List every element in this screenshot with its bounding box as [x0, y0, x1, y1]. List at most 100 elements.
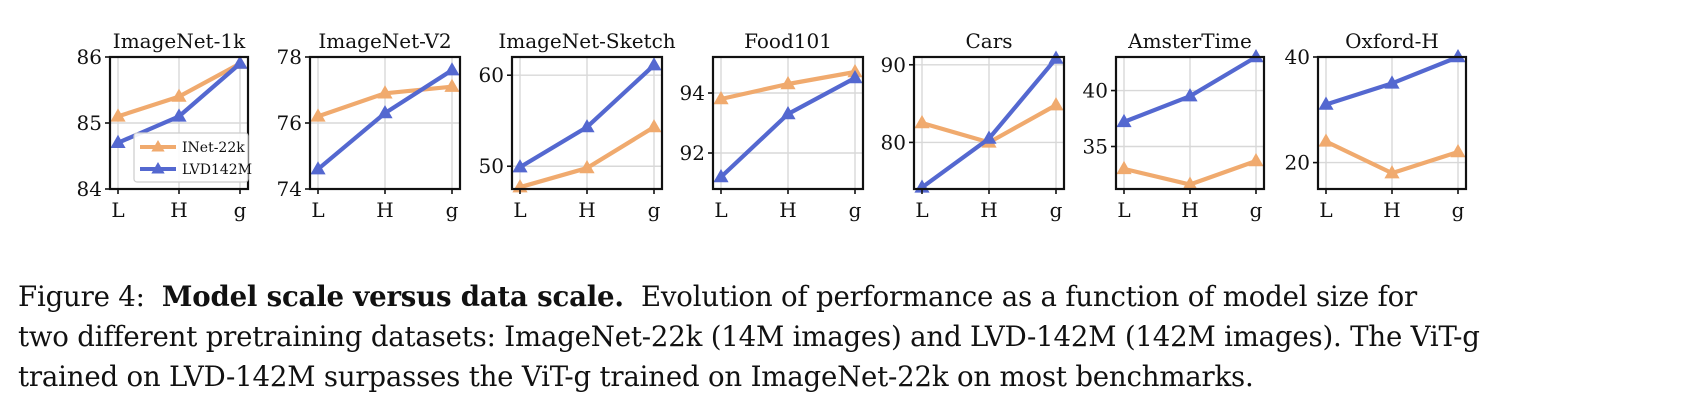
- y-tick-label: 80: [881, 130, 906, 154]
- chart-title: Food101: [744, 29, 832, 53]
- chart-title: ImageNet-Sketch: [498, 29, 675, 53]
- x-tick-label: g: [1050, 198, 1063, 222]
- data-point: [579, 119, 595, 133]
- data-point: [1450, 144, 1466, 158]
- data-point: [171, 88, 187, 102]
- chart-title: AmsterTime: [1127, 29, 1252, 53]
- data-point: [377, 85, 393, 99]
- chart-title: ImageNet-V2: [318, 29, 451, 53]
- x-tick-label: L: [1117, 198, 1130, 222]
- data-point: [110, 108, 126, 122]
- x-tick-label: H: [376, 198, 393, 222]
- figure-caption: Figure 4: Model scale versus data scale.…: [18, 277, 1688, 397]
- data-point: [1450, 49, 1466, 63]
- legend-label: LVD142M: [182, 162, 252, 178]
- y-tick-label: 84: [77, 177, 102, 201]
- y-tick-label: 94: [680, 81, 705, 105]
- data-point: [377, 105, 393, 119]
- data-point: [1384, 75, 1400, 89]
- data-point: [512, 159, 528, 173]
- legend-marker: [151, 162, 165, 174]
- data-point: [232, 55, 248, 69]
- data-point: [981, 130, 997, 144]
- legend: INet-22k LVD142M: [133, 132, 252, 183]
- y-tick-label: 76: [277, 111, 302, 135]
- data-point: [171, 108, 187, 122]
- data-point: [646, 57, 662, 71]
- x-tick-label: H: [779, 198, 796, 222]
- x-tick-label: L: [513, 198, 526, 222]
- chart-title: Cars: [965, 29, 1012, 53]
- y-tick-label: 74: [277, 177, 302, 201]
- caption-figure-label: Figure 4:: [18, 280, 145, 313]
- data-point: [780, 106, 796, 120]
- x-tick-label: L: [1319, 198, 1332, 222]
- data-point: [914, 115, 930, 129]
- legend-marker: [151, 140, 165, 152]
- legend-label: INet-22k: [182, 140, 245, 156]
- data-point: [444, 62, 460, 76]
- y-tick-label: 20: [1285, 151, 1310, 175]
- y-tick-label: 90: [881, 53, 906, 77]
- x-tick-label: g: [1452, 198, 1465, 222]
- data-point: [847, 70, 863, 84]
- caption-line-1-text: Evolution of performance as a function o…: [640, 280, 1418, 313]
- y-tick-label: 78: [277, 45, 302, 69]
- data-point: [713, 169, 729, 183]
- chart-title: Oxford-H: [1345, 29, 1439, 53]
- y-tick-label: 92: [680, 141, 705, 165]
- y-tick-label: 40: [1285, 45, 1310, 69]
- data-point: [1048, 97, 1064, 111]
- data-point: [1116, 160, 1132, 175]
- data-point: [646, 119, 662, 133]
- data-point: [1248, 153, 1264, 167]
- data-point: [444, 78, 460, 92]
- data-point: [1116, 113, 1132, 128]
- x-tick-label: L: [915, 198, 928, 222]
- y-tick-label: 50: [479, 154, 504, 178]
- x-tick-label: L: [311, 198, 324, 222]
- data-point: [110, 134, 126, 148]
- data-point: [713, 91, 729, 105]
- chart-title: ImageNet-1k: [113, 29, 246, 53]
- y-tick-label: 85: [77, 111, 102, 135]
- x-tick-label: H: [980, 198, 997, 222]
- x-tick-label: g: [849, 198, 862, 222]
- data-point: [780, 76, 796, 90]
- data-point: [1182, 176, 1198, 190]
- x-tick-label: L: [714, 198, 727, 222]
- x-tick-label: g: [648, 198, 661, 222]
- data-point: [1318, 96, 1334, 110]
- caption-bold-title: Model scale versus data scale.: [161, 280, 624, 313]
- x-tick-label: g: [234, 198, 247, 222]
- y-tick-label: 60: [479, 63, 504, 87]
- x-tick-label: H: [578, 198, 595, 222]
- data-point: [1318, 133, 1334, 147]
- x-tick-label: g: [446, 198, 459, 222]
- y-tick-label: 86: [77, 45, 102, 69]
- y-tick-label: 40: [1083, 79, 1108, 103]
- x-tick-label: H: [1383, 198, 1400, 222]
- caption-line-1: Figure 4: Model scale versus data scale.…: [18, 277, 1688, 317]
- data-point: [1248, 49, 1264, 63]
- x-tick-label: H: [170, 198, 187, 222]
- data-point: [310, 161, 326, 175]
- x-tick-label: g: [1250, 198, 1263, 222]
- data-point: [579, 160, 595, 174]
- y-tick-label: 35: [1083, 134, 1108, 158]
- caption-line-3: trained on LVD-142M surpasses the ViT-g …: [18, 360, 1254, 393]
- caption-line-2: two different pretraining datasets: Imag…: [18, 320, 1480, 353]
- data-point: [1182, 88, 1198, 102]
- x-tick-label: L: [111, 198, 124, 222]
- data-point: [310, 108, 326, 122]
- x-tick-label: H: [1181, 198, 1198, 222]
- data-point: [1384, 165, 1400, 179]
